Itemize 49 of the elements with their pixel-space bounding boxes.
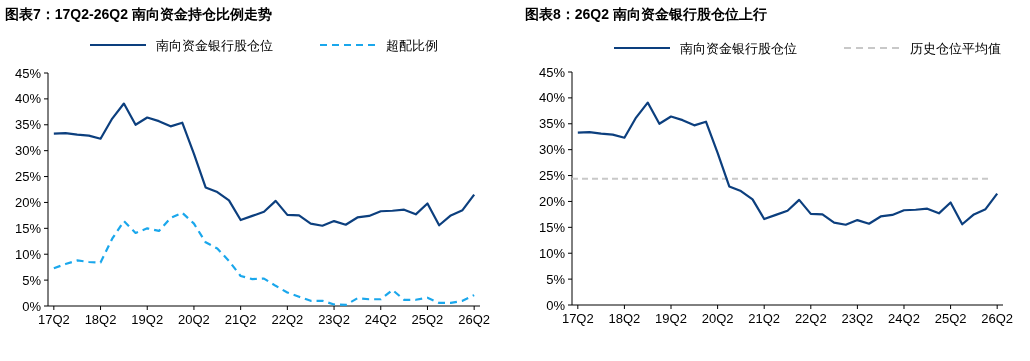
x-tick-label: 26Q2: [458, 312, 491, 327]
y-tick-label: 40%: [14, 91, 42, 107]
chart-title: 图表7：17Q2-26Q2 南向资金持仓比例走势: [5, 6, 272, 22]
legend-label: 历史仓位平均值: [910, 41, 1001, 56]
y-tick-label: 5%: [546, 271, 566, 287]
line-series: [52, 102, 476, 227]
x-tick-label: 23Q2: [318, 312, 350, 327]
x-tick-label: 25Q2: [934, 311, 967, 326]
x-tick-label: 24Q2: [364, 312, 397, 327]
x-tick-label: 17Q2: [561, 311, 594, 326]
y-tick-label: 35%: [14, 117, 42, 133]
y-tick-label: 0%: [546, 297, 566, 313]
legend-label: 南向资金银行股仓位: [680, 41, 797, 56]
y-tick-label: 45%: [538, 64, 566, 80]
y-tick-label: 5%: [22, 272, 42, 288]
y-tick-label: 30%: [14, 143, 42, 159]
y-tick-label: 0%: [22, 298, 42, 314]
y-tick-label: 20%: [538, 193, 566, 209]
x-tick-label: 24Q2: [888, 311, 920, 326]
y-tick-label: 10%: [14, 246, 42, 262]
legend-label: 超配比例: [386, 38, 438, 53]
x-tick-label: 19Q2: [655, 311, 687, 326]
y-tick-label: 25%: [538, 168, 566, 184]
x-tick-label: 18Q2: [608, 311, 641, 326]
x-tick-label: 22Q2: [794, 311, 827, 326]
x-tick-label: 20Q2: [701, 311, 734, 326]
y-tick-label: 15%: [14, 220, 42, 236]
x-tick-label: 19Q2: [131, 312, 164, 327]
x-tick-label: 21Q2: [748, 311, 781, 326]
x-tick-label: 22Q2: [271, 312, 304, 327]
y-tick-label: 25%: [14, 169, 42, 185]
chart-title: 图表8：26Q2 南向资金银行股仓位上行: [525, 6, 767, 22]
x-tick-label: 21Q2: [224, 312, 257, 327]
y-tick-label: 40%: [538, 90, 566, 106]
x-tick-label: 20Q2: [178, 312, 210, 327]
y-tick-label: 15%: [538, 219, 566, 235]
x-tick-label: 23Q2: [841, 311, 874, 326]
y-tick-label: 20%: [14, 194, 42, 210]
y-tick-label: 45%: [14, 65, 42, 81]
y-tick-label: 10%: [538, 245, 566, 261]
x-tick-label: 25Q2: [411, 312, 444, 327]
legend-label: 南向资金银行股仓位: [156, 38, 273, 53]
y-tick-label: 30%: [538, 142, 566, 158]
y-tick-label: 35%: [538, 116, 566, 132]
x-tick-label: 18Q2: [84, 312, 117, 327]
line-series: [52, 211, 476, 307]
line-series: [576, 101, 999, 226]
x-tick-label: 26Q2: [981, 311, 1014, 326]
x-tick-label: 17Q2: [37, 312, 70, 327]
